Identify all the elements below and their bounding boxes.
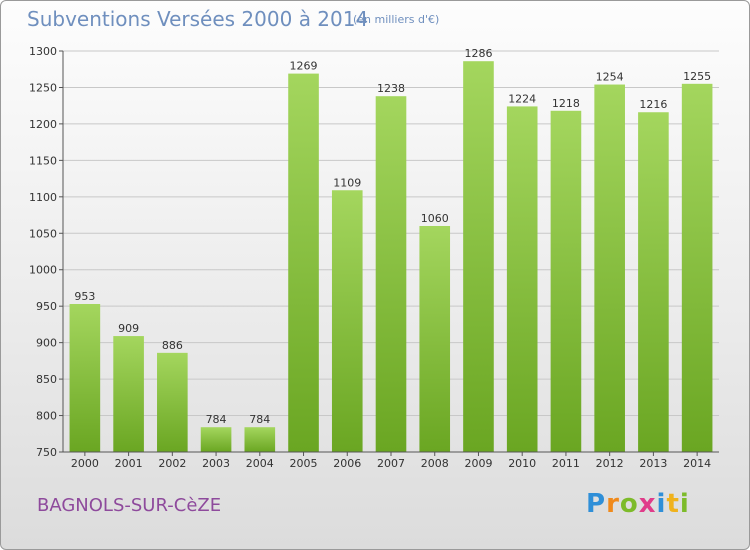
x-tick-label-2005: 2005 xyxy=(290,457,318,470)
logo-letter: r xyxy=(606,489,620,519)
chart-title: Subventions Versées 2000 à 2014 xyxy=(27,7,369,31)
value-label-2009: 1286 xyxy=(464,47,492,60)
logo-letter: o xyxy=(619,489,639,519)
value-label-2010: 1224 xyxy=(508,92,536,105)
x-tick-label-2011: 2011 xyxy=(552,457,580,470)
bar-2008 xyxy=(419,225,451,452)
x-tick-label-2007: 2007 xyxy=(377,457,405,470)
value-label-2000: 953 xyxy=(74,290,95,303)
logo-letter: t xyxy=(666,489,680,519)
value-label-2011: 1218 xyxy=(552,97,580,110)
bar-2002 xyxy=(157,352,188,452)
bar-2010 xyxy=(506,106,538,452)
bar-2007 xyxy=(375,96,407,452)
y-tick-label: 850 xyxy=(36,373,57,386)
chart-unit-note: (en milliers d'€) xyxy=(353,13,440,26)
commune-name: BAGNOLS-SUR-CèZE xyxy=(37,495,222,516)
y-tick-label: 950 xyxy=(36,300,57,313)
x-tick-label-2001: 2001 xyxy=(115,457,143,470)
value-label-2005: 1269 xyxy=(290,60,318,73)
y-tick-label: 1250 xyxy=(29,81,57,94)
bar-2012 xyxy=(594,84,625,453)
x-tick-label-2012: 2012 xyxy=(596,457,624,470)
value-label-2003: 784 xyxy=(206,413,227,426)
x-tick-label-2004: 2004 xyxy=(246,457,274,470)
y-tick-label: 1000 xyxy=(29,264,57,277)
bar-2009 xyxy=(463,61,494,452)
bar-2014 xyxy=(681,83,713,453)
value-label-2006: 1109 xyxy=(333,176,361,189)
value-label-2008: 1060 xyxy=(421,212,449,225)
x-tick-label-2014: 2014 xyxy=(683,457,711,470)
value-label-2014: 1255 xyxy=(683,70,711,83)
value-label-2001: 909 xyxy=(118,322,139,335)
logo-letter: i xyxy=(656,489,667,519)
bar-2004 xyxy=(244,427,276,452)
logo-letter: i xyxy=(679,489,690,519)
y-tick-label: 1150 xyxy=(29,154,57,167)
y-tick-label: 1300 xyxy=(29,45,57,58)
x-tick-label-2003: 2003 xyxy=(202,457,230,470)
x-tick-label-2008: 2008 xyxy=(421,457,449,470)
value-label-2002: 886 xyxy=(162,339,183,352)
y-tick-label: 900 xyxy=(36,337,57,350)
value-label-2007: 1238 xyxy=(377,82,405,95)
proxiti-logo: Proxiti xyxy=(586,489,690,519)
x-tick-label-2013: 2013 xyxy=(639,457,667,470)
bar-2013 xyxy=(638,112,669,452)
x-tick-label-2002: 2002 xyxy=(158,457,186,470)
bar-2005 xyxy=(288,73,319,453)
bar-2001 xyxy=(113,336,144,452)
logo-letter: x xyxy=(638,489,657,519)
x-tick-label-2009: 2009 xyxy=(464,457,492,470)
value-label-2012: 1254 xyxy=(596,71,624,84)
axes: 750 800 850 900 950 1000 1050 1100 1150 1200 1250 1… xyxy=(29,45,719,470)
bars: 953 909 886 784 784 1269 1109 1238 1060 1286 1224 1… xyxy=(69,47,713,453)
y-tick-label: 800 xyxy=(36,410,57,423)
x-tick-label-2006: 2006 xyxy=(333,457,361,470)
bar-2011 xyxy=(550,110,582,452)
logo-letter: P xyxy=(586,489,607,519)
y-tick-label: 1050 xyxy=(29,227,57,240)
bar-2000 xyxy=(69,303,101,452)
y-tick-label: 1200 xyxy=(29,118,57,131)
y-tick-label: 1100 xyxy=(29,191,57,204)
bar-chart: 953 909 886 784 784 1269 1109 1238 1060 1286 1224 1… xyxy=(29,45,719,470)
y-tick-label: 750 xyxy=(36,446,57,459)
bar-2006 xyxy=(331,190,363,453)
value-label-2013: 1216 xyxy=(639,98,667,111)
x-tick-label-2000: 2000 xyxy=(71,457,99,470)
x-tick-label-2010: 2010 xyxy=(508,457,536,470)
bar-2003 xyxy=(200,427,232,452)
value-label-2004: 784 xyxy=(249,413,270,426)
